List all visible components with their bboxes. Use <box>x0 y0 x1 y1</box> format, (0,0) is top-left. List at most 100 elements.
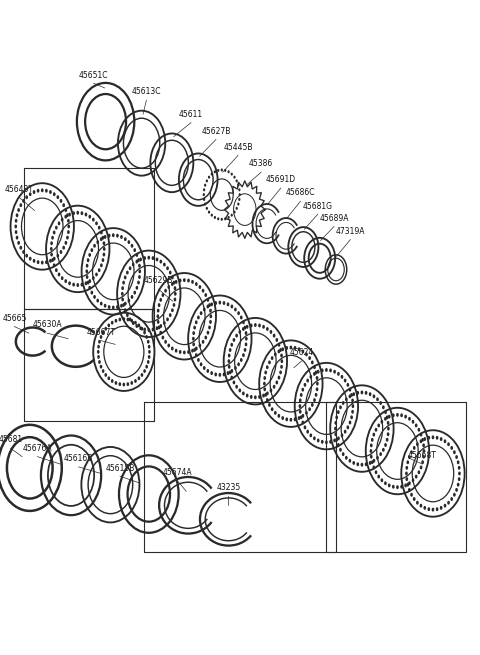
Circle shape <box>225 218 226 219</box>
Circle shape <box>42 189 43 191</box>
Circle shape <box>15 219 17 222</box>
Circle shape <box>89 253 90 256</box>
Circle shape <box>211 174 212 175</box>
Circle shape <box>195 354 197 356</box>
Circle shape <box>231 305 232 308</box>
Circle shape <box>314 399 315 402</box>
Circle shape <box>194 326 195 329</box>
Circle shape <box>96 222 97 225</box>
Circle shape <box>401 414 402 417</box>
Circle shape <box>418 471 420 474</box>
Circle shape <box>322 441 323 443</box>
Circle shape <box>192 280 193 283</box>
Circle shape <box>299 417 300 419</box>
Circle shape <box>105 305 106 307</box>
Circle shape <box>456 456 457 458</box>
Circle shape <box>207 305 208 308</box>
Circle shape <box>406 466 408 469</box>
Circle shape <box>385 443 386 446</box>
Circle shape <box>89 280 90 282</box>
Circle shape <box>300 416 302 419</box>
Circle shape <box>172 276 173 278</box>
Circle shape <box>162 336 164 339</box>
Circle shape <box>314 366 315 369</box>
Circle shape <box>125 238 126 240</box>
Circle shape <box>68 225 70 228</box>
Circle shape <box>422 439 423 441</box>
Circle shape <box>290 346 291 348</box>
Circle shape <box>290 419 291 421</box>
Circle shape <box>152 257 154 259</box>
Circle shape <box>343 402 344 404</box>
Circle shape <box>148 346 150 348</box>
Circle shape <box>174 287 176 290</box>
Circle shape <box>317 383 318 385</box>
Circle shape <box>302 388 303 391</box>
Text: 45616B: 45616B <box>64 454 94 463</box>
Circle shape <box>276 339 277 341</box>
Text: 45386: 45386 <box>249 159 273 168</box>
Circle shape <box>265 394 266 396</box>
Circle shape <box>340 406 341 409</box>
Circle shape <box>103 370 104 372</box>
Circle shape <box>309 357 310 360</box>
Circle shape <box>69 214 70 215</box>
Text: 47319A: 47319A <box>336 227 365 236</box>
Circle shape <box>211 372 212 375</box>
Circle shape <box>138 377 140 379</box>
Circle shape <box>204 367 205 369</box>
Circle shape <box>316 388 318 390</box>
Circle shape <box>251 324 252 327</box>
Circle shape <box>233 339 235 341</box>
Circle shape <box>228 171 229 173</box>
Circle shape <box>173 282 175 284</box>
Circle shape <box>101 231 102 234</box>
Circle shape <box>270 389 272 392</box>
Circle shape <box>86 276 88 278</box>
Circle shape <box>91 249 93 252</box>
Text: 45668T: 45668T <box>408 451 437 460</box>
Circle shape <box>454 493 455 496</box>
Circle shape <box>423 444 424 447</box>
Circle shape <box>201 363 202 365</box>
Circle shape <box>18 209 19 212</box>
Circle shape <box>130 267 131 269</box>
Circle shape <box>278 377 280 379</box>
Circle shape <box>89 215 90 218</box>
Circle shape <box>193 343 194 346</box>
Circle shape <box>209 304 210 307</box>
Circle shape <box>240 316 242 319</box>
Circle shape <box>203 290 204 292</box>
Circle shape <box>385 418 386 420</box>
Circle shape <box>169 314 171 316</box>
Circle shape <box>405 484 406 487</box>
Circle shape <box>377 398 378 401</box>
Circle shape <box>113 234 114 236</box>
Circle shape <box>300 394 302 396</box>
Circle shape <box>240 359 242 361</box>
Circle shape <box>158 326 160 329</box>
Circle shape <box>229 348 231 351</box>
Circle shape <box>53 264 55 267</box>
Circle shape <box>346 457 347 459</box>
Circle shape <box>52 236 53 239</box>
Circle shape <box>302 415 303 417</box>
Circle shape <box>265 371 266 374</box>
Circle shape <box>245 332 247 334</box>
Circle shape <box>314 437 315 440</box>
Circle shape <box>281 365 282 368</box>
Circle shape <box>357 392 359 394</box>
Circle shape <box>113 307 114 309</box>
Circle shape <box>215 171 216 173</box>
Circle shape <box>370 462 371 464</box>
Text: 45611: 45611 <box>179 110 203 119</box>
Circle shape <box>315 394 317 396</box>
Circle shape <box>423 455 424 458</box>
Circle shape <box>85 214 86 215</box>
Circle shape <box>393 414 394 417</box>
Circle shape <box>138 259 139 261</box>
Circle shape <box>351 416 352 419</box>
Circle shape <box>115 382 117 384</box>
Circle shape <box>264 388 265 390</box>
Circle shape <box>387 422 389 424</box>
